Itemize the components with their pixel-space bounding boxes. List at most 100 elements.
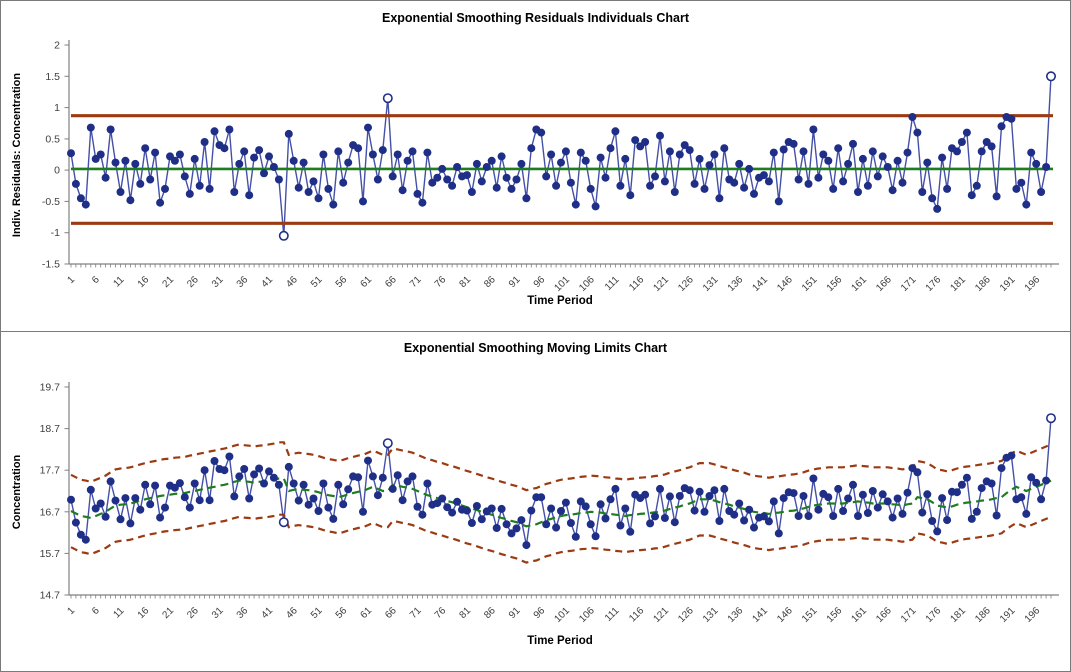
data-point (67, 149, 75, 158)
data-point (126, 519, 135, 528)
data-point (1012, 184, 1021, 193)
out-of-control-point (382, 93, 393, 104)
data-point (1042, 476, 1051, 485)
data-point (705, 161, 714, 170)
data-point (161, 184, 169, 193)
x-tick-label: 191 (998, 274, 1018, 294)
data-point (482, 163, 491, 171)
data-point (616, 181, 625, 190)
data-point (764, 517, 773, 526)
data-point (289, 479, 298, 488)
data-point (893, 156, 902, 165)
data-point (844, 494, 853, 503)
data-point (690, 179, 699, 188)
x-tick-label: 136 (726, 605, 746, 625)
data-point (750, 523, 758, 532)
data-point (1007, 451, 1016, 460)
data-point (1037, 495, 1046, 504)
y-tick-label: 17.7 (40, 465, 61, 477)
data-point (566, 178, 575, 187)
data-point (537, 128, 546, 137)
data-point (537, 493, 546, 502)
data-point (779, 145, 788, 154)
data-point (304, 188, 313, 196)
data-point (423, 148, 432, 157)
x-tick-label: 56 (334, 605, 350, 621)
data-point (928, 194, 937, 203)
data-point (953, 488, 961, 497)
data-point (210, 127, 219, 136)
data-point (472, 502, 481, 510)
x-tick-label: 101 (552, 605, 572, 625)
data-point (423, 479, 432, 488)
y-tick-label: -1 (51, 227, 60, 239)
data-point (175, 150, 184, 159)
data-point (220, 144, 229, 153)
data-point (794, 175, 803, 184)
data-point (96, 150, 105, 159)
data-point (799, 492, 808, 500)
x-tick-label: 16 (136, 605, 152, 621)
data-point (888, 513, 897, 522)
y-axis-title: Indiv. Residuals: Concentration (11, 72, 23, 238)
x-tick-label: 86 (482, 605, 498, 621)
data-point (388, 172, 397, 181)
data-point (626, 527, 635, 536)
y-tick-label: 16.7 (40, 506, 61, 518)
x-axis-title: Time Period (527, 295, 593, 307)
data-point (403, 156, 412, 165)
data-point (344, 485, 353, 494)
x-tick-label: 61 (358, 274, 374, 290)
data-point (359, 197, 367, 206)
x-tick-label: 81 (457, 274, 473, 290)
data-point (804, 179, 813, 188)
data-point (463, 506, 471, 515)
data-point (819, 150, 828, 159)
data-point (230, 188, 239, 196)
data-point (255, 464, 264, 473)
data-point (339, 500, 348, 509)
data-point (893, 494, 902, 503)
data-point (557, 158, 565, 167)
data-point (299, 158, 308, 167)
x-tick-label: 31 (210, 274, 226, 290)
data-point (1022, 200, 1031, 209)
data-point (804, 512, 813, 520)
data-point (121, 156, 130, 165)
data-point (71, 518, 80, 527)
y-tick-label: 1 (54, 102, 60, 114)
data-point (854, 512, 862, 520)
data-point (774, 197, 783, 206)
data-point (670, 188, 679, 196)
data-point (309, 177, 318, 186)
data-point (799, 147, 808, 156)
x-tick-label: 131 (701, 274, 721, 294)
data-point (131, 159, 140, 168)
x-tick-label: 161 (849, 605, 869, 625)
data-point (373, 175, 382, 184)
data-point (829, 184, 838, 193)
data-point (438, 494, 447, 503)
data-point (146, 500, 155, 509)
data-point (854, 188, 862, 196)
data-point (467, 188, 476, 196)
data-point (547, 504, 556, 513)
data-point (552, 523, 561, 532)
data-point (705, 492, 714, 500)
data-point (388, 484, 397, 493)
x-tick-label: 51 (309, 605, 325, 621)
data-point (774, 529, 783, 538)
x-tick-label: 156 (825, 605, 845, 625)
data-point (883, 163, 892, 171)
data-point (789, 139, 798, 148)
moving-limits-chart: 19.718.717.716.715.714.71 6 11 16 21 26 31 36 41… (40, 382, 1059, 625)
data-point (987, 142, 996, 151)
data-point (76, 530, 85, 539)
x-tick-label: 156 (825, 274, 845, 294)
data-point (779, 494, 788, 503)
data-point (453, 497, 462, 506)
data-point (116, 188, 125, 196)
data-point (542, 172, 551, 181)
data-point (873, 172, 882, 181)
y-tick-label: 1.5 (45, 71, 60, 83)
